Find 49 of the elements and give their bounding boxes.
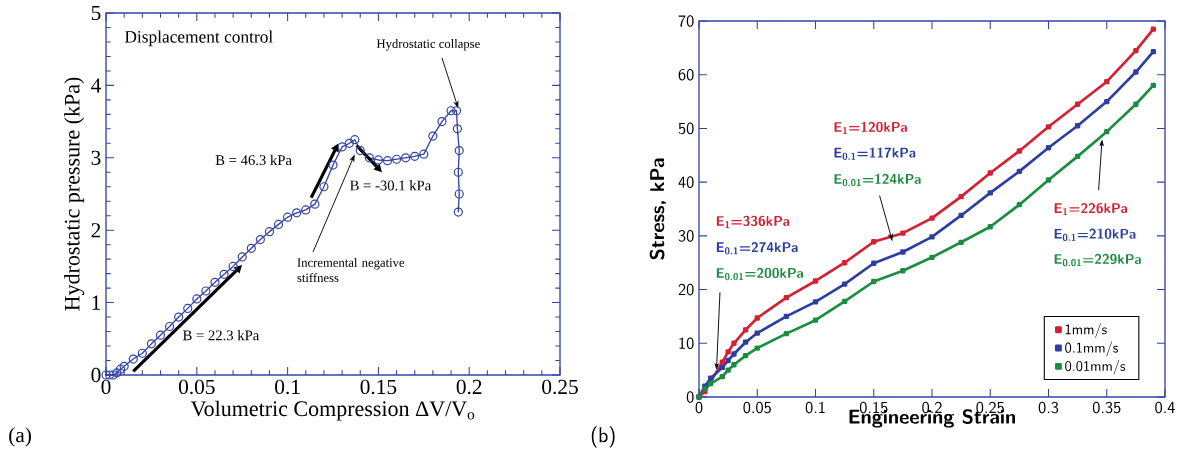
x-tick-label: 0.15	[360, 379, 397, 395]
x-tick-label: 0.2	[456, 379, 482, 395]
x-tick-label: 0.05	[743, 401, 771, 414]
annotation: E$_{0.01}$=229kPa	[1054, 253, 1141, 267]
annotation: B = 22.3 kPa	[182, 329, 260, 341]
y-tick-label: 4	[91, 78, 101, 93]
y-tick-label: 70	[678, 15, 694, 27]
annotation: B = 46.3 kPa	[215, 154, 292, 166]
y-tick-label: 0	[686, 391, 694, 403]
y-tick-label: 40	[678, 176, 694, 188]
annotation: E$_{0.01}$=200kPa	[716, 267, 803, 281]
x-tick-label: 0.4	[1155, 401, 1175, 414]
x-tick-label: 0	[101, 379, 111, 395]
annotation: Displacement control	[124, 30, 273, 47]
annotation: B = -30.1 kPa	[350, 180, 432, 191]
annotation: E$_{1}$=336kPa	[716, 215, 790, 228]
y-axis-title: Hydrostatic pressure (kPa)	[64, 77, 85, 311]
annotation: E$_{1}$=226kPa	[1054, 202, 1128, 216]
x-tick-label: 0.1	[275, 379, 300, 395]
y-tick-label: 2	[91, 223, 101, 238]
legend-label: 0.1mm/s	[1065, 341, 1118, 357]
y-tick-label: 3	[91, 150, 101, 165]
y-tick-label: 10	[679, 337, 694, 350]
legend-label: 1mm/s	[1065, 323, 1107, 338]
annotation: E$_{0.1}$=274kPa	[716, 242, 798, 255]
y-tick-label: 1	[92, 295, 101, 310]
annotation: E$_{0.1}$=210kPa	[1054, 228, 1136, 241]
annotation: E$_{1}$=120kPa	[834, 121, 907, 134]
x-axis-title: Volumetric Compression ΔV/V$_{o}$	[190, 400, 475, 421]
x-tick-label: 0.3	[1038, 401, 1059, 414]
y-tick-label: 0	[91, 367, 101, 383]
legend-label: 0.01mm/s	[1065, 359, 1126, 375]
y-axis-title: Stress, kPa	[649, 158, 667, 260]
annotation: E$_{0.01}$=124kPa	[834, 173, 921, 187]
y-tick-label: 50	[678, 122, 694, 135]
text: (b)	[591, 426, 615, 448]
y-tick-label: 20	[678, 283, 694, 296]
text: (a)	[9, 427, 31, 447]
x-tick-label: 0	[695, 401, 703, 414]
y-tick-label: 60	[678, 68, 694, 81]
x-tick-label: 0.35	[1092, 401, 1121, 414]
annotation: E$_{0.1}$=117kPa	[834, 147, 916, 160]
y-tick-label: 5	[91, 5, 101, 21]
x-tick-label: 0.25	[542, 379, 578, 395]
annotation: Hydrostatic collapse	[376, 39, 480, 51]
annotation: Incremental negative stiffness	[297, 257, 405, 283]
x-tick-label: 0.05	[178, 379, 215, 395]
x-tick-label: 0.1	[805, 401, 825, 414]
y-tick-label: 30	[678, 230, 694, 242]
